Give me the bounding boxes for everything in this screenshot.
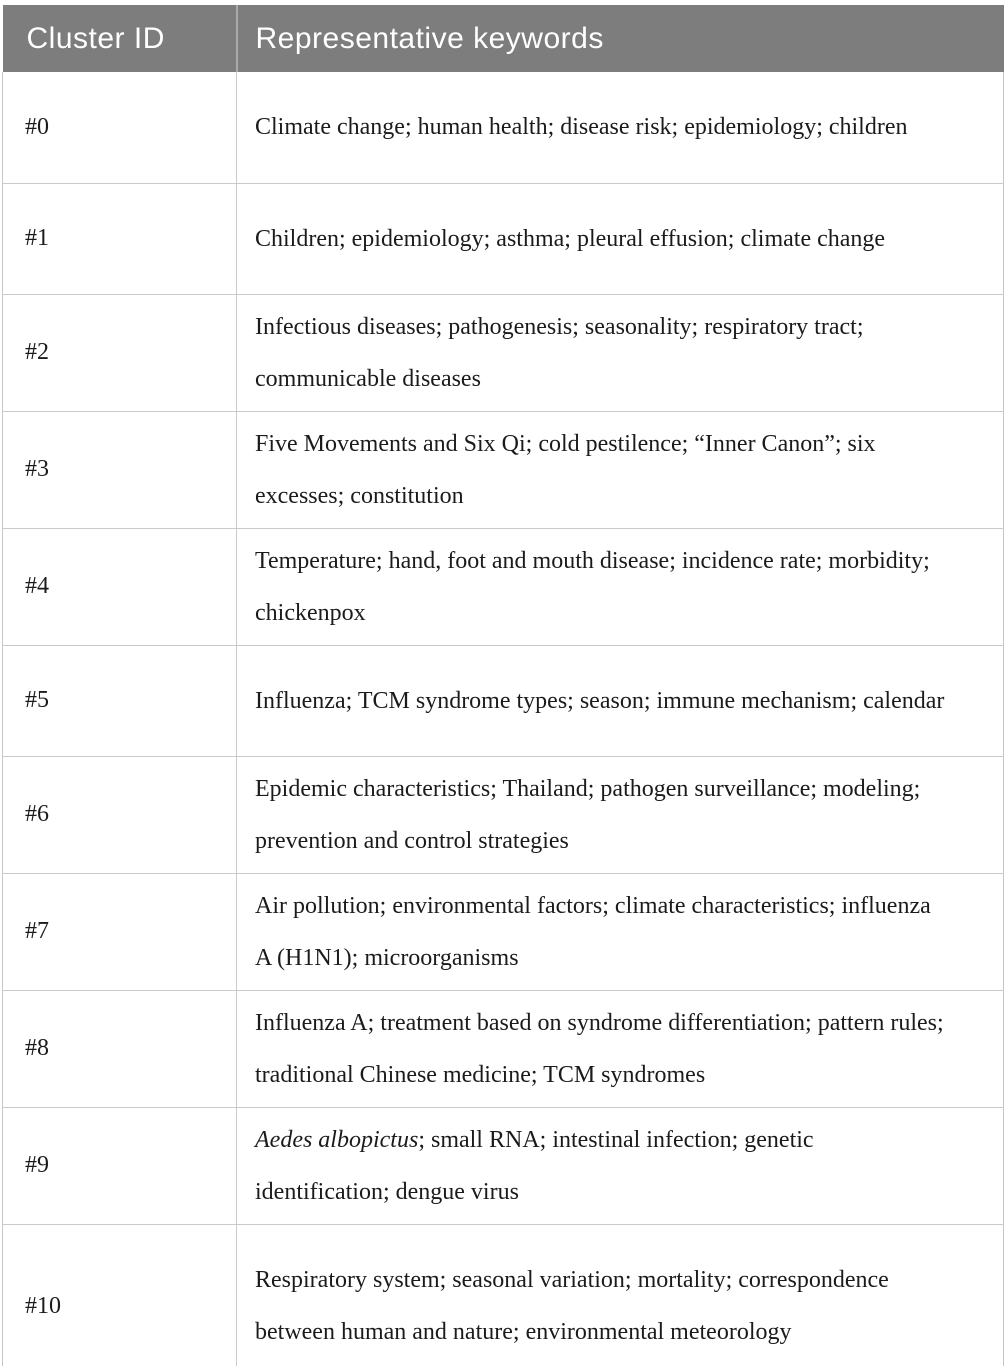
table-row: #3 Five Movements and Six Qi; cold pesti… bbox=[2, 411, 1004, 529]
keywords-cell: Children; epidemiology; asthma; pleural … bbox=[236, 183, 1004, 295]
keywords-cell: Five Movements and Six Qi; cold pestilen… bbox=[236, 411, 1004, 529]
cluster-id-cell: #2 bbox=[2, 294, 237, 412]
cluster-id-cell: #8 bbox=[2, 990, 237, 1108]
table-row: #2 Infectious diseases; pathogenesis; se… bbox=[2, 294, 1004, 412]
keywords-cell: Respiratory system; seasonal variation; … bbox=[236, 1224, 1004, 1366]
keywords-cell: Epidemic characteristics; Thailand; path… bbox=[236, 756, 1004, 874]
keywords-cell: Infectious diseases; pathogenesis; seaso… bbox=[236, 294, 1004, 412]
table-row: #6 Epidemic characteristics; Thailand; p… bbox=[2, 756, 1004, 874]
cluster-id-cell: #7 bbox=[2, 873, 237, 991]
cluster-id-cell: #1 bbox=[2, 183, 237, 295]
table-row: #4 Temperature; hand, foot and mouth dis… bbox=[2, 528, 1004, 646]
cluster-id-cell: #9 bbox=[2, 1107, 237, 1225]
keywords-cell: Aedes albopictus; small RNA; intestinal … bbox=[236, 1107, 1004, 1225]
cluster-keywords-table: Cluster ID Representative keywords #0 Cl… bbox=[2, 5, 1004, 1366]
keywords-cell: Temperature; hand, foot and mouth diseas… bbox=[236, 528, 1004, 646]
cluster-id-cell: #5 bbox=[2, 645, 237, 757]
table-row: #9 Aedes albopictus; small RNA; intestin… bbox=[2, 1107, 1004, 1225]
table-row: #0 Climate change; human health; disease… bbox=[2, 72, 1004, 184]
cluster-id-cell: #3 bbox=[2, 411, 237, 529]
cluster-id-cell: #10 bbox=[2, 1224, 237, 1366]
keywords-rest: ; small RNA; intestinal infection; genet… bbox=[255, 1126, 814, 1205]
cluster-id-cell: #6 bbox=[2, 756, 237, 874]
table-body: #0 Climate change; human health; disease… bbox=[2, 72, 1004, 1366]
table-row: #8 Influenza A; treatment based on syndr… bbox=[2, 990, 1004, 1108]
cluster-id-cell: #4 bbox=[2, 528, 237, 646]
column-header-representative-keywords: Representative keywords bbox=[236, 5, 1004, 72]
header-row: Cluster ID Representative keywords bbox=[2, 5, 1004, 72]
species-name-italic: Aedes albopictus bbox=[255, 1126, 419, 1153]
table-row: #1 Children; epidemiology; asthma; pleur… bbox=[2, 183, 1004, 295]
keywords-cell: Climate change; human health; disease ri… bbox=[236, 72, 1004, 184]
cluster-id-cell: #0 bbox=[2, 72, 237, 184]
keywords-cell: Influenza A; treatment based on syndrome… bbox=[236, 990, 1004, 1108]
keywords-cell: Influenza; TCM syndrome types; season; i… bbox=[236, 645, 1004, 757]
table-header: Cluster ID Representative keywords bbox=[2, 5, 1004, 72]
table-row: #5 Influenza; TCM syndrome types; season… bbox=[2, 645, 1004, 757]
column-header-cluster-id: Cluster ID bbox=[2, 5, 238, 72]
table-row: #7 Air pollution; environmental factors;… bbox=[2, 873, 1004, 991]
keywords-cell: Air pollution; environmental factors; cl… bbox=[236, 873, 1004, 991]
table-row: #10 Respiratory system; seasonal variati… bbox=[2, 1224, 1004, 1366]
